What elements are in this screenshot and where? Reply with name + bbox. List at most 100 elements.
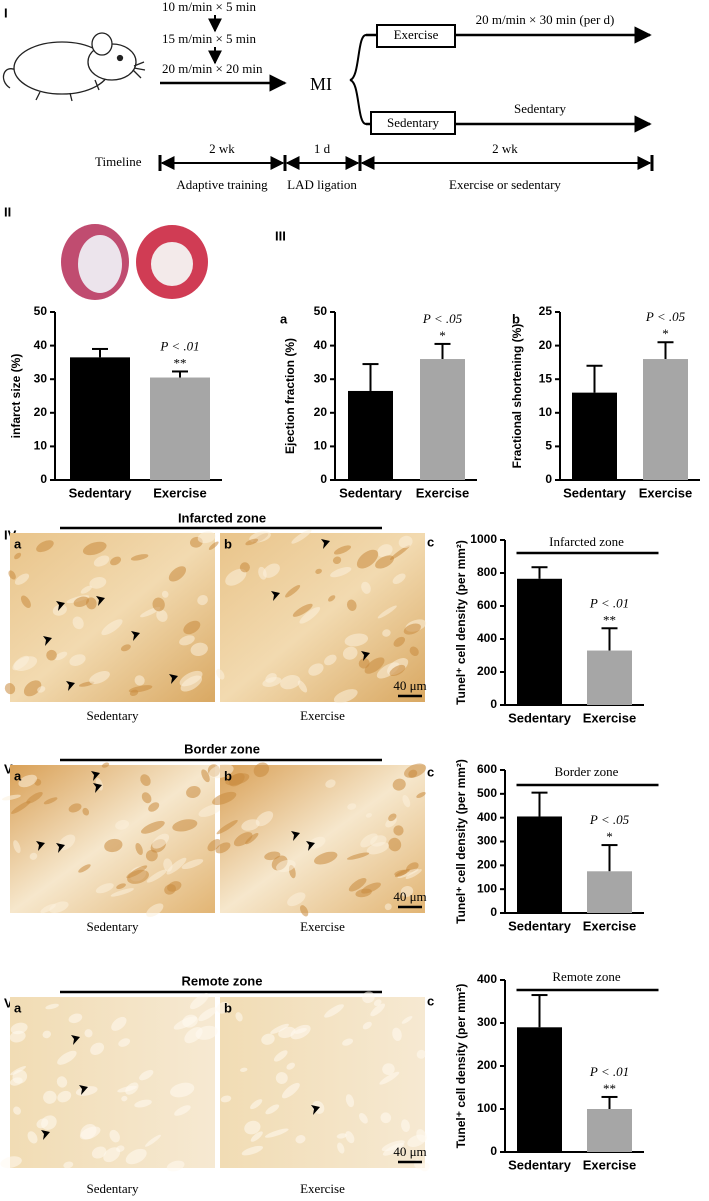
bar	[643, 359, 688, 480]
y-tick-label: 25	[539, 304, 553, 318]
tissue-texture	[392, 573, 406, 585]
arrowhead	[321, 539, 330, 549]
p-value: P < .05	[422, 311, 463, 326]
tissue-texture	[166, 857, 187, 875]
tissue-texture	[201, 769, 210, 783]
y-tick-label: 0	[490, 905, 497, 919]
caption: Sedentary	[87, 1181, 139, 1196]
y-axis-label: Tunel⁺ cell density (per mm²)	[454, 759, 468, 924]
sub-label: b	[224, 768, 232, 783]
y-tick-label: 0	[320, 472, 327, 486]
tissue-texture	[308, 836, 326, 849]
group-name: Sedentary	[387, 115, 439, 130]
y-tick-label: 1000	[470, 532, 497, 546]
tissue-texture	[377, 544, 393, 558]
x-tick-label: Sedentary	[339, 485, 403, 500]
tissue-texture	[325, 779, 336, 788]
event: MI	[310, 74, 332, 94]
tissue-texture	[110, 556, 122, 566]
tissue-texture	[270, 1023, 289, 1034]
scale-bar-label: 40 μm	[393, 678, 426, 693]
sub-label: b	[224, 536, 232, 551]
tissue-texture	[420, 1162, 430, 1172]
zone-title: Infarcted zone	[178, 510, 266, 525]
arrowhead	[56, 843, 65, 853]
scale-bar-label: 40 μm	[393, 1144, 426, 1159]
tissue-texture	[330, 567, 352, 578]
y-tick-label: 0	[490, 697, 497, 711]
tissue-texture	[198, 1007, 218, 1022]
tissue-texture	[275, 1072, 288, 1084]
tissue-texture	[9, 1030, 26, 1043]
bar	[150, 377, 210, 480]
tissue-texture	[104, 838, 123, 853]
tissue-texture	[276, 859, 296, 873]
tissue-texture	[362, 1021, 372, 1030]
sub-label: b	[512, 311, 520, 326]
tissue-texture	[2, 794, 21, 801]
section-label: II	[4, 204, 11, 219]
tissue-texture	[345, 1094, 355, 1108]
y-tick-label: 200	[477, 664, 497, 678]
tissue-texture	[84, 1029, 93, 1038]
tissue-texture	[273, 1050, 288, 1062]
tissue-texture	[382, 1063, 395, 1075]
tissue-texture	[261, 1033, 275, 1045]
x-tick-label: Exercise	[583, 918, 637, 933]
tissue-texture	[393, 636, 406, 647]
tissue-texture	[392, 778, 406, 791]
brace	[349, 34, 367, 125]
y-tick-label: 5	[545, 439, 552, 453]
y-tick-label: 10	[314, 439, 328, 453]
tissue-texture	[314, 851, 338, 865]
tissue-texture	[179, 670, 203, 687]
protocol-step: 15 m/min × 5 min	[162, 31, 257, 46]
tissue-texture	[225, 568, 247, 586]
tissue-texture	[120, 644, 131, 652]
y-tick-label: 50	[314, 304, 328, 318]
tissue-texture	[23, 680, 42, 697]
y-tick-label: 400	[477, 810, 497, 824]
tissue-texture	[359, 1112, 368, 1124]
x-tick-label: Exercise	[416, 485, 470, 500]
tissue-texture	[68, 1013, 83, 1024]
arrowhead	[291, 831, 300, 841]
tissue-texture	[208, 764, 234, 779]
tissue-texture	[109, 1129, 120, 1143]
tissue-texture	[403, 623, 421, 635]
tissue-texture	[26, 791, 43, 804]
tissue-texture	[117, 1085, 137, 1093]
arrowhead	[93, 783, 102, 793]
group-regimen: 20 m/min × 30 min (per d)	[476, 12, 615, 27]
x-tick-label: Sedentary	[69, 485, 133, 500]
tissue-texture	[401, 1119, 410, 1132]
tissue-texture	[382, 629, 391, 637]
tissue-texture	[356, 549, 379, 569]
section-label: V	[4, 761, 13, 776]
tissue-texture	[168, 566, 187, 582]
tissue-texture	[380, 1112, 392, 1124]
y-tick-label: 200	[477, 1058, 497, 1072]
tissue-texture	[167, 881, 182, 892]
phase: Exercise or sedentary	[449, 177, 561, 192]
tissue-texture	[290, 1024, 311, 1040]
tissue-texture	[392, 1027, 402, 1042]
tissue-texture	[182, 1014, 198, 1028]
tissue-texture	[82, 541, 107, 556]
tissue-texture	[10, 1066, 26, 1076]
tissue-texture	[384, 903, 392, 911]
caption: Exercise	[300, 919, 345, 934]
tissue-texture	[93, 555, 110, 567]
tissue-texture	[241, 819, 260, 831]
y-tick-label: 100	[477, 881, 497, 895]
y-tick-label: 100	[477, 1101, 497, 1115]
zone-title: Border zone	[184, 741, 260, 756]
tissue-texture	[40, 903, 56, 914]
bar	[517, 816, 562, 913]
tissue-texture	[148, 802, 160, 812]
tissue-texture	[73, 596, 90, 608]
tissue-texture	[111, 1016, 127, 1031]
y-tick-label: 600	[477, 598, 497, 612]
x-tick-label: Sedentary	[563, 485, 627, 500]
bar	[517, 578, 562, 705]
